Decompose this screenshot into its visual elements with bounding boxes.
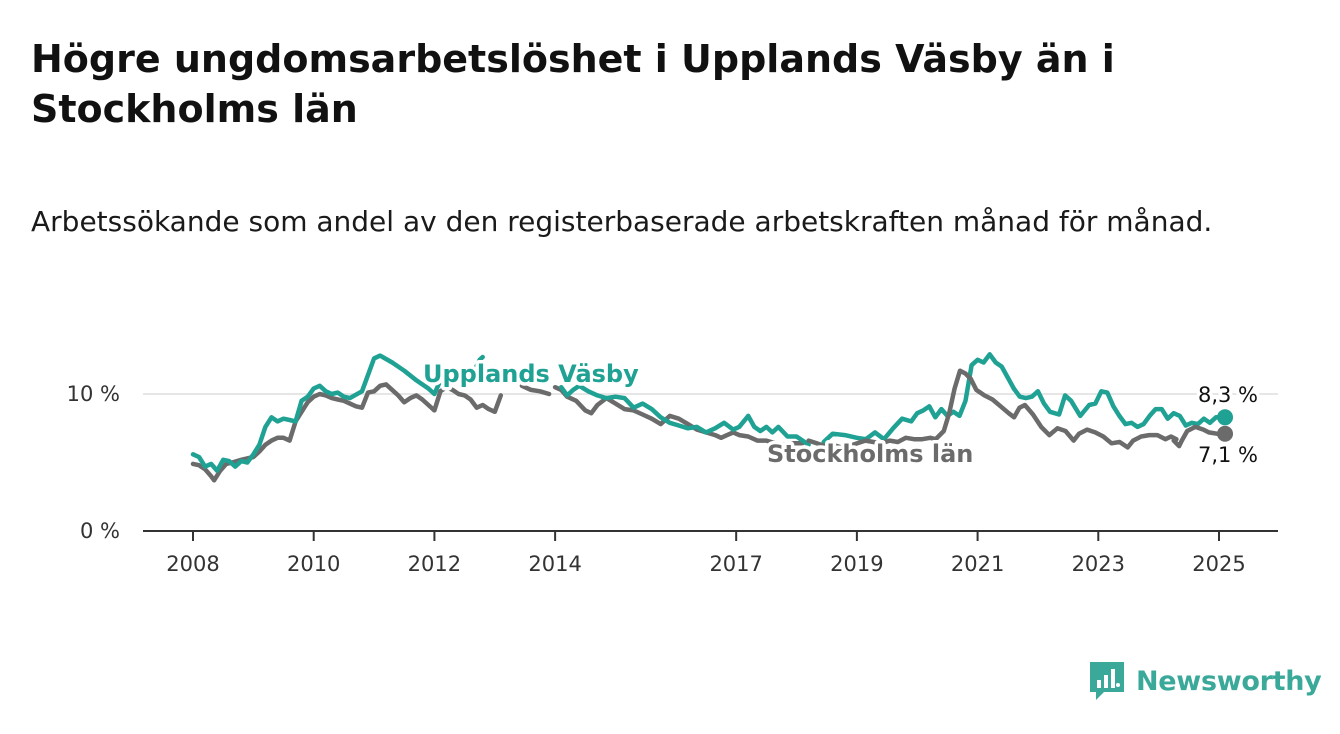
x-tick-label: 2010	[287, 552, 340, 576]
series-line-upplands-vasby	[190, 353, 485, 473]
series-line-stockholms-lan	[519, 383, 552, 397]
x-tick-label: 2008	[166, 552, 219, 576]
x-tick-label: 2017	[709, 552, 762, 576]
series-line-stockholms-lan	[190, 382, 504, 483]
x-tick-label: 2019	[830, 552, 883, 576]
series-line-stockholms-lan	[806, 368, 1228, 450]
series-line-stockholms-lan	[552, 384, 805, 447]
line-chart: 0 % 10 % 2008 2010 2012 2014 2017 2019 2021 2023…	[67, 352, 1278, 576]
series-line-upplands-vasby	[558, 383, 811, 447]
x-tick-label: 2025	[1192, 552, 1245, 576]
end-point-stockholms-lan	[1217, 425, 1234, 442]
newsworthy-logo: Newsworthy	[1088, 660, 1322, 702]
x-tick-label: 2014	[528, 552, 581, 576]
series-line-upplands-vasby	[821, 352, 1228, 445]
x-tick-label: 2012	[408, 552, 461, 576]
series-label-stockholms-lan: Stockholms län	[767, 440, 973, 468]
end-label-upplands-vasby: 8,3 %	[1198, 383, 1258, 407]
x-tick-label: 2023	[1072, 552, 1125, 576]
chart-subtitle: Arbetssökande som andel av den registerb…	[31, 205, 1213, 238]
x-tick-label: 2021	[951, 552, 1004, 576]
y-tick-label: 0 %	[80, 519, 120, 543]
series-label-upplands-vasby: Upplands Väsby	[423, 360, 639, 388]
chart-title: Högre ungdomsarbetslöshet i Upplands Väs…	[31, 37, 1115, 131]
brand-name: Newsworthy	[1136, 665, 1322, 697]
bar-chart-logo-icon	[1090, 662, 1124, 700]
end-point-upplands-vasby	[1217, 409, 1234, 426]
end-label-stockholms-lan: 7,1 %	[1198, 443, 1258, 467]
y-tick-label: 10 %	[67, 382, 120, 406]
